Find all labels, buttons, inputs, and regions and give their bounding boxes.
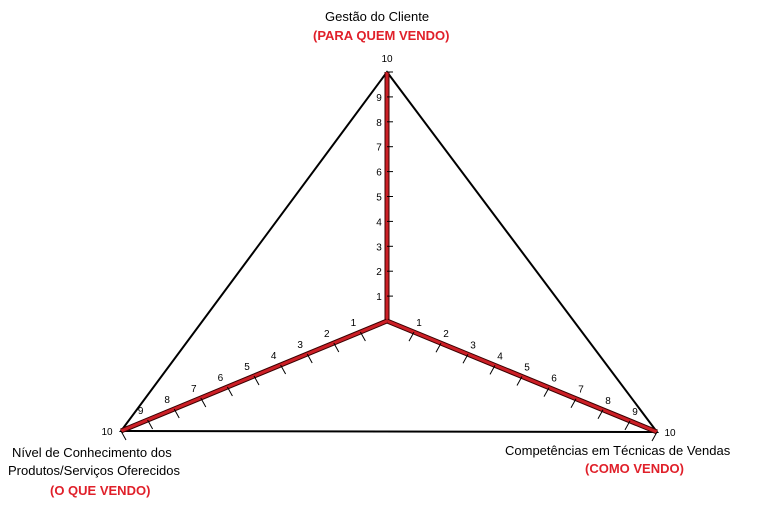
left-axis-subtitle: (O QUE VENDO) xyxy=(50,483,151,498)
tick-label-left-5: 5 xyxy=(244,362,250,373)
tick-label-top-4: 4 xyxy=(376,217,382,228)
tick-left-1 xyxy=(359,331,366,342)
tick-label-top-6: 6 xyxy=(376,168,382,179)
tick-left-10 xyxy=(120,430,127,441)
tick-left-8 xyxy=(173,408,180,419)
left-axis-title-line2: Produtos/Serviços Oferecidos xyxy=(8,463,180,478)
tick-right-6 xyxy=(543,387,550,397)
top-axis-subtitle: (PARA QUEM VENDO) xyxy=(313,28,450,43)
tick-label-left-1: 1 xyxy=(351,318,357,329)
tick-marks xyxy=(120,71,658,442)
tick-right-8 xyxy=(597,409,604,420)
tick-label-top-9: 9 xyxy=(376,93,382,104)
tick-label-left-3: 3 xyxy=(297,340,303,351)
tick-label-right-6: 6 xyxy=(551,374,557,385)
tick-right-1 xyxy=(408,331,415,342)
tick-label-left-8: 8 xyxy=(164,395,170,406)
tick-label-top-7: 7 xyxy=(376,143,382,154)
tick-right-4 xyxy=(489,365,496,375)
tick-left-4 xyxy=(280,364,287,375)
tick-label-top-2: 2 xyxy=(376,267,382,278)
tick-labels: 1 2 3 4 5 6 7 8 9 10 1 2 3 4 5 6 7 8 9 10 1 2 3 4 5 6 7 8 9 10 xyxy=(101,54,676,439)
outer-triangle xyxy=(119,70,660,434)
tick-label-left-4: 4 xyxy=(271,351,277,362)
tick-label-left-9: 9 xyxy=(138,406,144,417)
tick-label-top-3: 3 xyxy=(376,242,382,253)
tick-label-right-10: 10 xyxy=(664,428,676,439)
tick-right-7 xyxy=(570,398,577,408)
tick-label-left-6: 6 xyxy=(218,373,224,384)
tick-left-5 xyxy=(253,375,260,386)
tick-label-right-2: 2 xyxy=(443,329,449,340)
tick-label-right-9: 9 xyxy=(632,407,638,418)
tick-left-7 xyxy=(200,397,207,408)
tick-label-left-10: 10 xyxy=(101,427,113,438)
tick-label-top-1: 1 xyxy=(376,292,382,303)
right-axis-title: Competências em Técnicas de Vendas xyxy=(505,443,731,458)
tick-left-6 xyxy=(226,386,233,397)
tick-label-top-5: 5 xyxy=(376,193,382,204)
tick-label-left-2: 2 xyxy=(324,329,330,340)
tick-label-right-1: 1 xyxy=(416,318,422,329)
right-axis-subtitle: (COMO VENDO) xyxy=(585,461,684,476)
tick-label-right-8: 8 xyxy=(605,396,611,407)
tick-left-9 xyxy=(147,419,154,430)
tick-right-9 xyxy=(624,420,631,431)
tick-right-2 xyxy=(435,342,442,353)
top-axis-title: Gestão do Cliente xyxy=(325,9,430,24)
tick-label-right-4: 4 xyxy=(497,351,503,362)
tick-label-right-7: 7 xyxy=(578,385,584,396)
tick-label-top-10: 10 xyxy=(381,54,393,65)
tick-right-10 xyxy=(651,431,658,442)
axis-lines xyxy=(120,72,658,435)
left-axis-title-line1: Nível de Conhecimento dos xyxy=(12,445,172,460)
tick-right-3 xyxy=(462,354,469,364)
tick-left-3 xyxy=(306,353,313,364)
tick-label-left-7: 7 xyxy=(191,384,197,395)
tick-label-right-5: 5 xyxy=(524,363,530,374)
tick-label-top-8: 8 xyxy=(376,118,382,129)
tick-right-5 xyxy=(516,376,523,386)
tick-label-right-3: 3 xyxy=(470,340,476,351)
tick-left-2 xyxy=(333,342,340,353)
